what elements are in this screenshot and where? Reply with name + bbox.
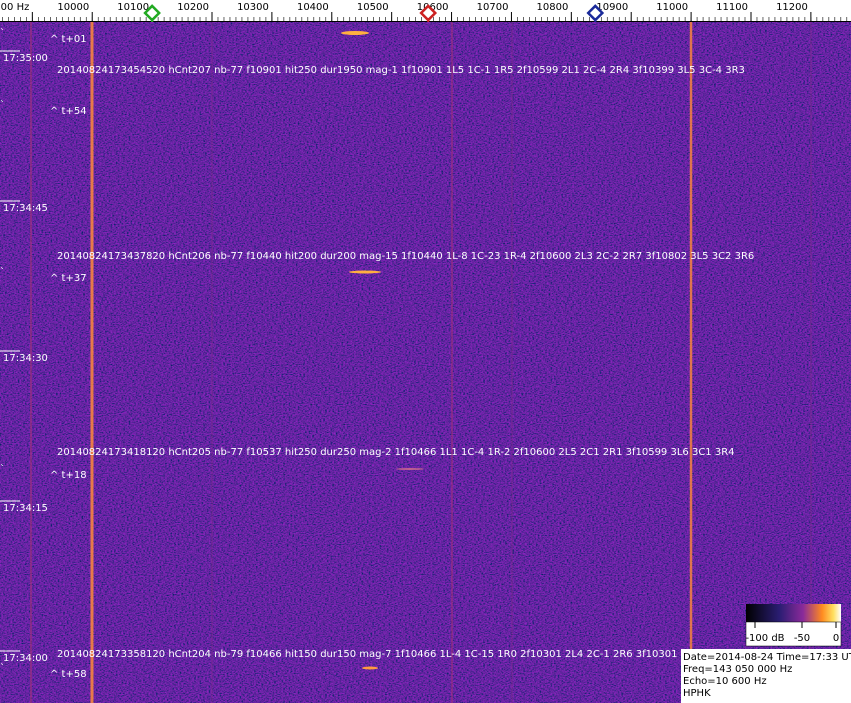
time-label: 17:34:30 (3, 353, 48, 364)
x-tick-label: 10600 (417, 2, 449, 13)
info-line: Freq=143 050 000 Hz (683, 664, 792, 675)
x-tick-label: 10100 (117, 2, 149, 13)
event-marker: ^ t+01 (50, 34, 87, 45)
event-marker: ^ t+54 (50, 106, 87, 117)
info-line: Echo=10 600 Hz (683, 676, 767, 687)
time-label: 17:35:00 (3, 53, 48, 64)
event-marker: ^ t+58 (50, 669, 87, 680)
event-line: 20140824173437820 hCnt206 nb-77 f10440 h… (57, 251, 754, 262)
colorbar-label: -50 (794, 633, 810, 644)
x-tick-label: 10300 (237, 2, 269, 13)
x-tick-label: 10400 (297, 2, 329, 13)
x-tick-label: 10200 (177, 2, 209, 13)
colorbar-label: -100 dB (745, 633, 784, 644)
signal-traces (30, 22, 812, 703)
freq-marker (143, 4, 161, 22)
x-tick-label: 10500 (357, 2, 389, 13)
colorbar-frame (745, 621, 842, 647)
x-tick-label: 10900 (596, 2, 628, 13)
event-line: 20140824173454520 hCnt207 nb-77 f10901 h… (57, 65, 745, 76)
x-tick-label: 9900 Hz (0, 2, 29, 13)
x-tick-label: 10700 (477, 2, 509, 13)
marker-note: ` (0, 99, 5, 111)
time-label: 17:34:45 (3, 203, 48, 214)
event-marker: ^ t+37 (50, 273, 87, 284)
marker-note: ` (0, 27, 5, 39)
x-tick-label: 10800 (537, 2, 569, 13)
event-line: 20140824173418120 hCnt205 nb-77 f10537 h… (57, 447, 735, 458)
info-line: Date=2014-08-24 Time=17:33 UTC (683, 652, 851, 663)
marker-note: ` (0, 266, 5, 278)
marker-note: ` (0, 463, 5, 475)
event-marker: ^ t+18 (50, 470, 87, 481)
info-line: HPHK (683, 688, 711, 699)
colorbar-label: 0 (833, 633, 839, 644)
x-tick-label: 11100 (716, 2, 748, 13)
x-tick-label: 11000 (656, 2, 688, 13)
info-box (681, 649, 851, 703)
time-label: 17:34:00 (3, 653, 48, 664)
marker-note: ` (0, 662, 5, 674)
time-label: 17:34:15 (3, 503, 48, 514)
event-line: 20140824173358120 hCnt204 nb-79 f10466 h… (57, 649, 716, 660)
freq-marker (586, 4, 605, 22)
waterfall-noise (0, 22, 851, 703)
freq-marker (419, 4, 438, 22)
x-tick-label: 10000 (57, 2, 89, 13)
colorbar-gradient (746, 604, 841, 622)
x-tick-label: 11200 (776, 2, 808, 13)
